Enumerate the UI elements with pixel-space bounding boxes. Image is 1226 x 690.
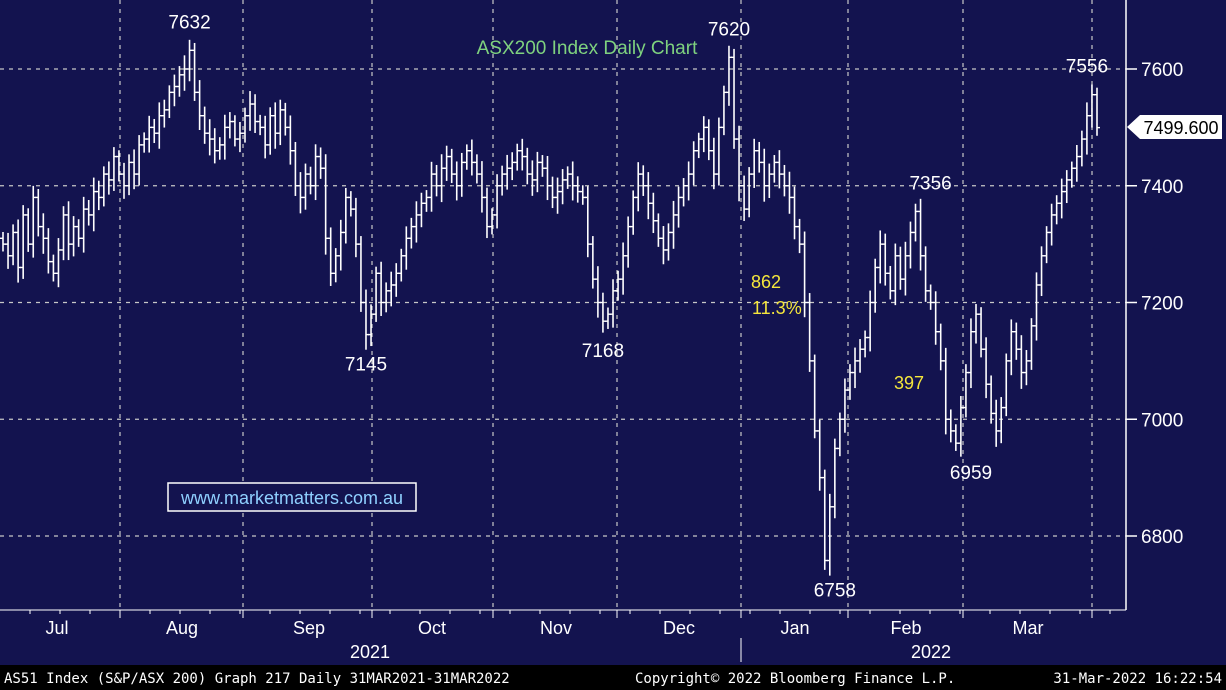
x-tick-label: Aug — [166, 618, 198, 638]
y-tick-label: 6800 — [1141, 527, 1183, 548]
footer-timestamp: 31-Mar-2022 16:22:54 — [1053, 671, 1222, 687]
y-tick-label: 7200 — [1141, 294, 1183, 315]
annotation-7620: 7620 — [708, 19, 750, 40]
footer-copyright: Copyright© 2022 Bloomberg Finance L.P. — [635, 671, 955, 687]
x-tick-label: Dec — [663, 618, 695, 638]
year-label: 2022 — [911, 642, 951, 662]
y-tick-label: 7000 — [1141, 410, 1183, 431]
x-tick-label: Oct — [418, 618, 446, 638]
last-price-box — [1127, 115, 1222, 139]
x-tick-label: Sep — [293, 618, 325, 638]
x-tick-label: Jan — [780, 618, 809, 638]
annotation-7145: 7145 — [345, 355, 387, 376]
watermark: www.marketmatters.com.au — [167, 482, 417, 512]
annotation-7356: 7356 — [909, 173, 951, 194]
x-axis: Jul Aug Sep Oct Nov Dec Jan Feb Mar 2021 2022 — [29, 610, 1111, 662]
x-tick-label: Jul — [45, 618, 68, 638]
price-bars — [0, 39, 1100, 576]
annotation-7632: 7632 — [168, 12, 210, 33]
drawdown-percent: 11.3% — [752, 298, 802, 318]
drawdown-points: 862 — [751, 272, 781, 292]
footer-bar — [0, 665, 1226, 690]
x-tick-label: Mar — [1013, 618, 1044, 638]
watermark-box — [167, 482, 417, 512]
annotation-7168: 7168 — [582, 341, 624, 362]
y-tick-label: 7600 — [1141, 60, 1183, 81]
last-price-label: 7499.600 — [1143, 118, 1218, 138]
chart-title: ASX200 Index Daily Chart — [477, 38, 698, 59]
rebound-points: 397 — [894, 373, 924, 393]
annotations: 7632 7145 7168 7620 6758 7356 6959 7556 — [168, 12, 1108, 601]
year-label: 2021 — [350, 642, 390, 662]
annotation-6959: 6959 — [950, 463, 992, 484]
x-tick-label: Nov — [540, 618, 572, 638]
annotation-6758: 6758 — [814, 581, 856, 602]
x-tick-label: Feb — [890, 618, 921, 638]
y-tick-label: 7400 — [1141, 177, 1183, 198]
annotation-7556: 7556 — [1066, 57, 1108, 78]
grid-lines — [0, 0, 1126, 610]
y-axis: 6800 7000 7200 7400 7600 — [1126, 60, 1183, 548]
last-price-marker: 7499.600 — [1127, 115, 1222, 139]
watermark-text: www.marketmatters.com.au — [180, 488, 403, 508]
footer-left: AS51 Index (S&P/ASX 200) Graph 217 Daily… — [4, 671, 510, 687]
